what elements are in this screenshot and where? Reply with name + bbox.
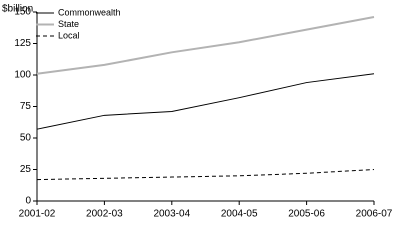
legend-label: Commonwealth (58, 7, 121, 17)
legend-label: State (58, 19, 79, 29)
x-tick-label: 2005-06 (288, 209, 325, 220)
series-line (36, 169, 375, 181)
series-line (36, 16, 375, 75)
y-tick-label: 100 (14, 70, 31, 81)
y-tick-label: 25 (20, 164, 32, 175)
y-tick-label: 150 (14, 7, 31, 18)
x-tick-label: 2002-03 (86, 209, 123, 220)
y-tick-label: 75 (20, 101, 32, 112)
y-axis-label: $billion (2, 4, 33, 15)
x-tick-label: 2006-07 (356, 209, 393, 220)
y-tick-label: 125 (14, 38, 31, 49)
x-tick-label: 2004-05 (221, 209, 258, 220)
y-tick-label: 50 (20, 133, 32, 144)
series-line (36, 73, 375, 130)
chart: $billion 0 25 50 75 100 125 150 2001-02 2002-03 2… (2, 4, 393, 220)
y-tick-label: 0 (25, 196, 31, 207)
x-tick-label: 2003-04 (153, 209, 190, 220)
legend-label: Local (58, 30, 80, 40)
x-tick-label: 2001-02 (19, 209, 56, 220)
